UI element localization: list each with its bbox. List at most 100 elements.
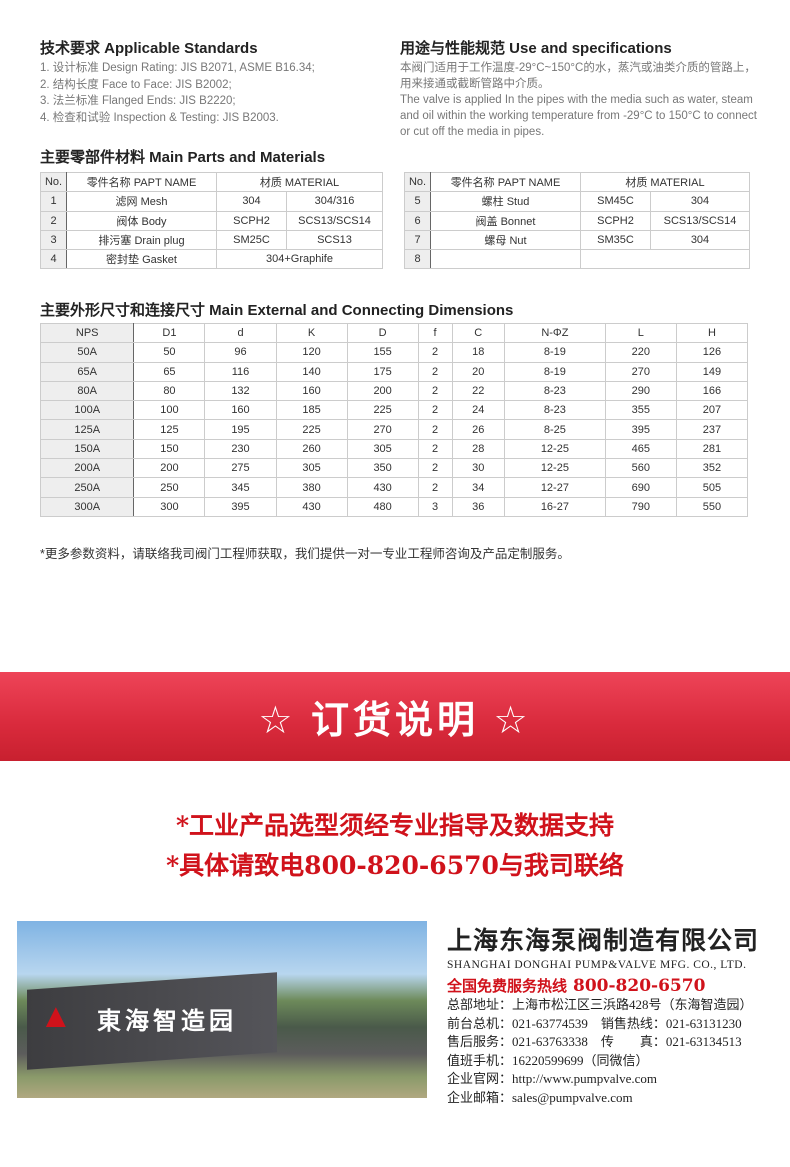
header-cell: L [604,322,677,344]
header-cell: No. [40,171,67,193]
table-cell: 8-19 [503,342,606,363]
table-cell: 6 [404,210,431,231]
table-row: 100A 100 160 185 225 2 24 8-23 355 207 [39,400,749,421]
table-cell: 2 [417,400,453,421]
table-cell: 305 [275,458,348,479]
table-cell: 237 [675,419,749,440]
table-cell: 175 [346,361,419,382]
standard-item: 4. 检查和试验 Inspection & Testing: JIS B2003… [40,111,279,124]
standards-list: 1. 设计标准 Design Rating: JIS B2071, ASME B… [40,60,315,126]
table-cell: 2 [417,477,453,498]
parts-title: 主要零部件材料 Main Parts and Materials [40,149,326,166]
table-cell: 480 [346,496,419,517]
table-cell: 270 [604,361,677,382]
table-cell: 2 [417,438,453,460]
table-cell: 30 [451,458,505,479]
table-cell: 160 [204,400,277,421]
factory-photo: ▲ 東海智造园 [17,921,427,1098]
table-cell: 2 [417,361,453,382]
footnote: *更多参数资料，请联络我司阀门工程师获取，我们提供一对一专业工程师咨询及产品定制… [40,547,570,561]
table-cell: 155 [346,342,419,363]
table-cell: SM35C [580,229,651,251]
hotline-number: 800-820-6570 [573,976,706,996]
table-cell: SCPH2 [580,210,651,231]
parts-table-right: No. 零件名称 PAPT NAME 材质 MATERIAL 5 螺柱 Stud SM45… [404,171,750,270]
table-cell [430,249,581,270]
table-cell: 125 [133,419,206,440]
table-cell: 230 [204,438,277,460]
table-cell: 395 [204,496,277,517]
table-cell: 20 [451,361,505,382]
parts-table-left: No. 零件名称 PAPT NAME 材质 MATERIAL 1 滤网 Mesh 304 3… [40,171,383,270]
table-cell: 225 [346,400,419,421]
table-cell: 阀体 Body [66,210,217,231]
table-cell: 166 [675,380,749,402]
table-cell: 12-25 [503,438,606,460]
table-row: 8 [404,249,750,270]
table-row: 5 螺柱 Stud SM45C 304 [404,191,750,212]
table-cell: 120 [275,342,348,363]
table-cell: SM25C [216,229,287,251]
table-cell: 430 [275,496,348,517]
table-cell: 50A [39,342,135,363]
table-cell: 螺母 Nut [430,229,581,251]
table-cell: 65A [39,361,135,382]
table-cell: 355 [604,400,677,421]
standard-item: 3. 法兰标准 Flanged Ends: JIS B2220; [40,95,236,107]
table-cell: 3 [40,229,67,251]
table-cell: 250A [39,477,135,498]
table-cell: 300A [39,496,135,517]
table-cell: 305 [346,438,419,460]
table-cell: 304+Graphife [216,249,383,270]
dims-title: 主要外形尺寸和连接尺寸 Main External and Connecting… [40,302,514,319]
table-cell: 395 [604,419,677,440]
table-cell: 250 [133,477,206,498]
table-cell: 345 [204,477,277,498]
table-cell: 16-27 [503,496,606,517]
table-cell: 7 [404,229,431,251]
use-text-cn: 本阀门适用于工作温度-29°C~150°C的水，蒸汽或油类介质的管路上，用来接通… [400,62,756,90]
table-cell: 380 [275,477,348,498]
header-cell: f [417,322,453,344]
table-cell: 140 [275,361,348,382]
entrance-sign: 東海智造园 [97,1006,237,1035]
use-text: 本阀门适用于工作温度-29°C~150°C的水，蒸汽或油类介质的管路上，用来接通… [400,60,760,140]
table-cell: 65 [133,361,206,382]
contact-line: 值班手机：16220599699（同微信） [447,1052,649,1068]
table-cell: 阀盖 Bonnet [430,210,581,231]
table-cell: SM45C [580,191,651,212]
table-cell: 132 [204,380,277,402]
table-cell: 200 [133,458,206,479]
table-cell: 200 [346,380,419,402]
contact-line: 前台总机：021-63774539 销售热线：021-63131230 [447,1015,742,1031]
table-row: 250A 250 345 380 430 2 34 12-27 690 505 [39,477,749,498]
table-row: 300A 300 395 430 480 3 36 16-27 790 550 [39,496,749,517]
table-cell: 28 [451,438,505,460]
table-cell: 225 [275,419,348,440]
table-cell: 80 [133,380,206,402]
table-cell: 220 [604,342,677,363]
table-row: 80A 80 132 160 200 2 22 8-23 290 166 [39,380,749,402]
table-cell: 100 [133,400,206,421]
table-cell: SCPH2 [216,210,287,231]
table-cell: 24 [451,400,505,421]
header-cell: K [275,322,348,344]
website-link[interactable]: 企业官网：http://www.pumpvalve.com [447,1071,658,1086]
table-row: 1 滤网 Mesh 304 304/316 [40,191,383,212]
table-cell: 密封垫 Gasket [66,249,217,270]
table-cell: 465 [604,438,677,460]
table-cell: 螺柱 Stud [430,191,581,212]
note-line: *工业产品选型须经专业指导及数据支持 [175,811,615,840]
table-cell: 505 [675,477,749,498]
table-header-row: No. 零件名称 PAPT NAME 材质 MATERIAL [404,171,750,193]
table-row: 7 螺母 Nut SM35C 304 [404,229,750,251]
standard-item: 2. 结构长度 Face to Face: JIS B2002; [40,78,232,91]
table-cell: 300 [133,496,206,517]
table-cell: 8-19 [503,361,606,382]
standards-title: 技术要求 Applicable Standards [40,40,258,57]
table-cell: 260 [275,438,348,460]
table-cell: 2 [417,380,453,402]
table-cell: 18 [451,342,505,363]
email-link[interactable]: 企业邮箱：sales@pumpvalve.com [447,1089,633,1105]
